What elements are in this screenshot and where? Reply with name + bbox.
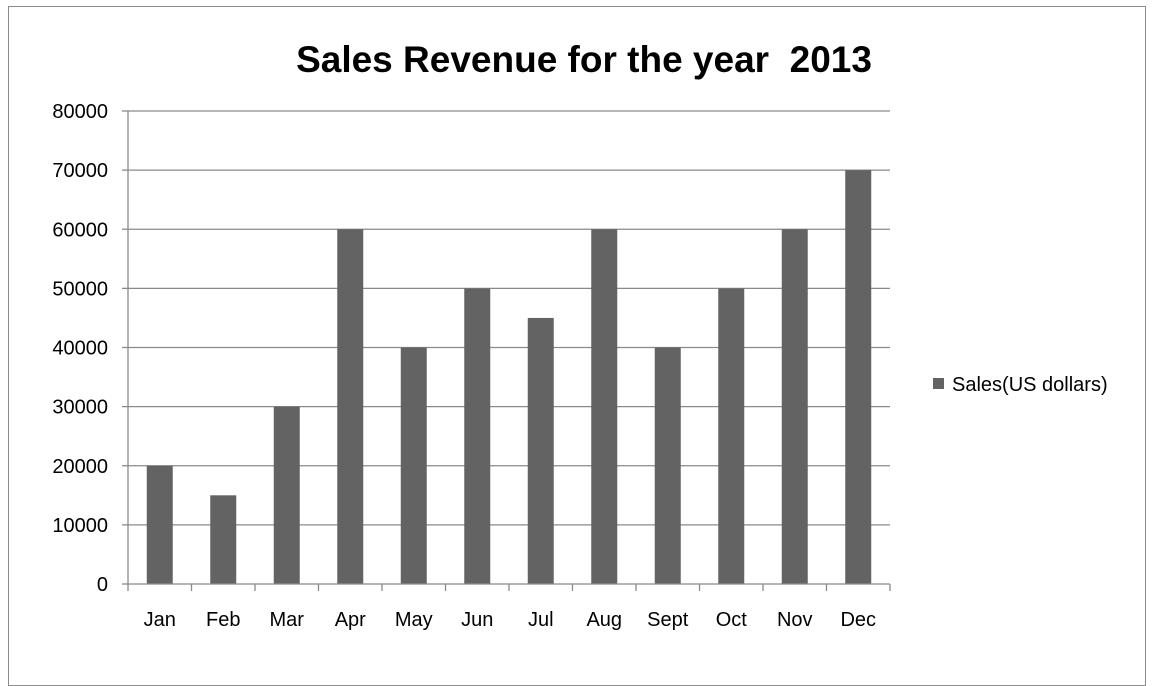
x-tick-label: Nov xyxy=(777,609,813,631)
x-tick-label: Sept xyxy=(647,609,689,631)
legend: Sales(US dollars) xyxy=(933,374,1108,396)
bar xyxy=(591,229,618,584)
y-tick-label: 20000 xyxy=(52,456,108,478)
bar xyxy=(654,347,681,584)
bar xyxy=(527,317,554,584)
y-tick-label: 70000 xyxy=(52,160,108,182)
bar xyxy=(273,406,300,584)
y-axis-ticks: 0 10000 20000 30000 40000 50000 60000 70000 8000… xyxy=(52,101,128,596)
chart-frame xyxy=(8,6,1146,686)
bar xyxy=(718,288,745,584)
x-tick-label: Apr xyxy=(335,609,366,631)
x-tick-label: Jul xyxy=(528,609,554,631)
legend-label: Sales(US dollars) xyxy=(952,374,1108,396)
legend-swatch xyxy=(933,378,944,389)
bar xyxy=(400,347,427,584)
x-tick-label: Oct xyxy=(716,609,748,631)
x-tick-label: Aug xyxy=(586,609,622,631)
y-tick-label: 80000 xyxy=(52,101,108,123)
bar xyxy=(845,170,872,584)
y-tick-label: 0 xyxy=(97,574,108,596)
x-tick-label: Feb xyxy=(206,609,240,631)
y-tick-label: 60000 xyxy=(52,219,108,241)
y-tick-label: 50000 xyxy=(52,278,108,300)
bar xyxy=(146,465,173,584)
y-tick-label: 30000 xyxy=(52,397,108,419)
bar xyxy=(464,288,491,584)
x-tick-label: May xyxy=(395,609,433,631)
y-tick-label: 10000 xyxy=(52,515,108,537)
x-tick-label: Jan xyxy=(144,609,176,631)
chart-title: Sales Revenue for the year 2013 xyxy=(296,39,872,80)
x-tick-label: Jun xyxy=(461,609,493,631)
x-tick-label: Mar xyxy=(270,609,305,631)
bar xyxy=(781,229,808,584)
bars xyxy=(146,170,872,584)
bar xyxy=(210,495,237,584)
x-tick-label: Dec xyxy=(840,609,876,631)
y-tick-label: 40000 xyxy=(52,338,108,360)
x-axis-ticks: Jan Feb Mar Apr May Jun Jul Aug Sept Oct Nov Dec xyxy=(127,584,891,631)
gridlines xyxy=(128,110,890,526)
bar xyxy=(337,229,364,584)
